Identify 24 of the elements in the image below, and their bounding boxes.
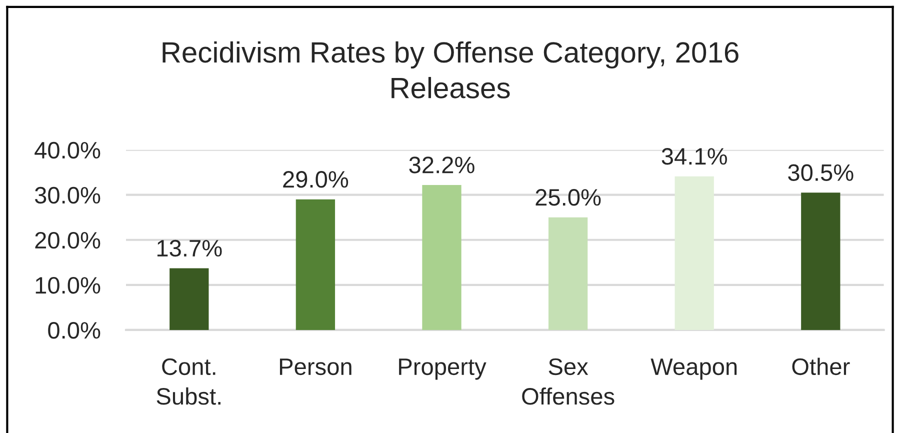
y-tick-label: 40.0% [34,142,100,159]
bar [801,192,840,330]
data-label: 30.5% [788,164,854,181]
data-label: 32.2% [409,156,474,174]
bar [674,176,714,330]
data-label: 29.0% [283,171,348,188]
x-tick-label: Property [399,358,486,380]
bar [548,217,588,330]
x-tick-label: Weapon [650,358,737,380]
data-label: 25.0% [536,189,601,206]
x-tick-label: Cont. Subst. [156,358,220,405]
x-tick-label: Person [280,358,352,376]
y-tick-label: 30.0% [34,186,100,204]
y-tick-label: 10.0% [36,276,100,294]
bar [296,199,336,330]
chart-title: Recidivism Rates by Offense Category, 2016 Releases [162,41,738,98]
x-tick-label: Other [792,358,850,376]
bar [170,268,209,330]
y-tick-label: 0.0% [48,322,100,339]
x-tick-label: Sex Offenses [522,358,614,405]
y-tick-label: 20.0% [35,232,100,249]
data-label: 34.1% [662,148,727,165]
data-label: 13.7% [157,240,222,257]
bar [422,184,462,330]
